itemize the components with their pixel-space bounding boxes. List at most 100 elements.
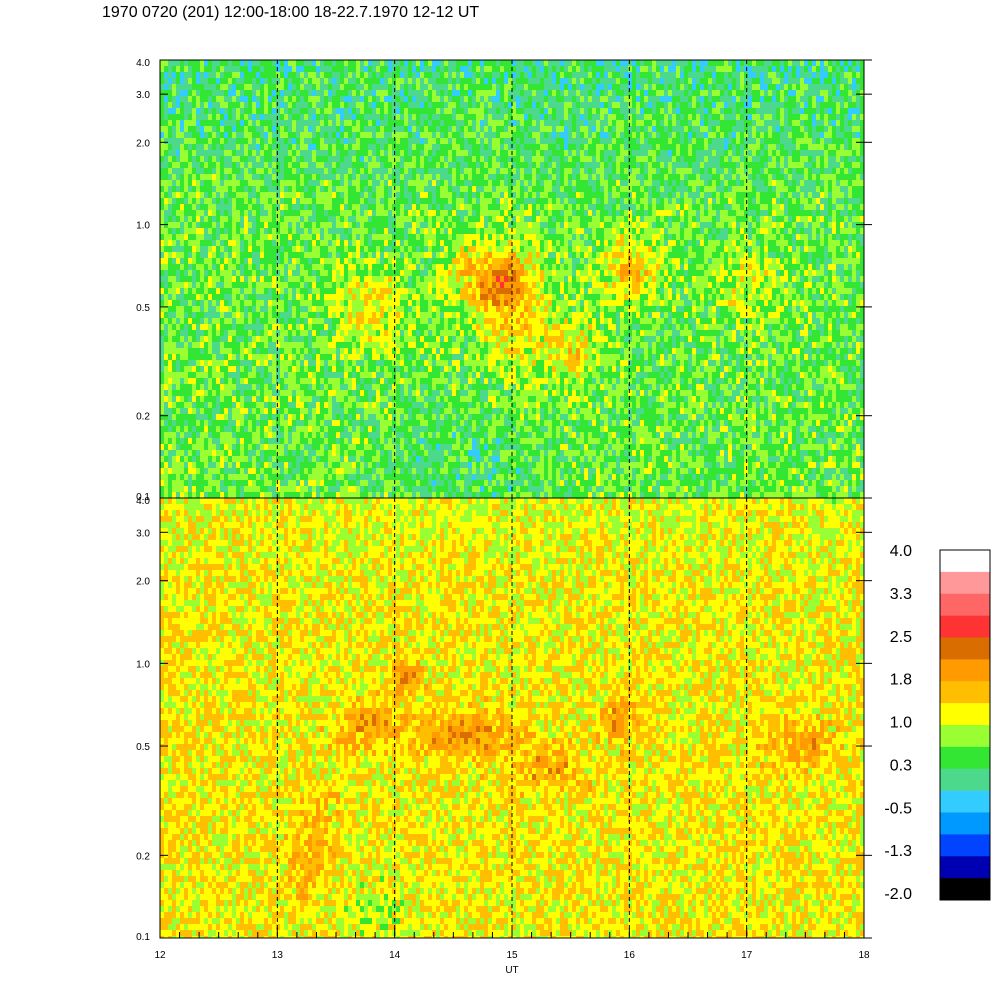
- heatmap-cell: [356, 222, 361, 229]
- heatmap-cell: [404, 420, 409, 427]
- heatmap-cell: [364, 96, 369, 103]
- heatmap-cell: [388, 384, 393, 391]
- heatmap-cell: [284, 306, 289, 313]
- heatmap-cell: [216, 162, 221, 169]
- heatmap-cell: [216, 426, 221, 433]
- heatmap-cell: [276, 456, 281, 463]
- heatmap-cell: [232, 210, 237, 217]
- heatmap-cell: [344, 300, 349, 307]
- heatmap-cell: [364, 186, 369, 193]
- heatmap-cell: [264, 294, 269, 301]
- heatmap-cell: [392, 174, 397, 181]
- heatmap-cell: [208, 474, 213, 481]
- heatmap-cell: [248, 216, 253, 223]
- heatmap-cell: [300, 102, 305, 109]
- heatmap-cell: [236, 240, 241, 247]
- heatmap-cell: [400, 126, 405, 133]
- heatmap-cell: [168, 216, 173, 223]
- heatmap-cell: [296, 408, 301, 415]
- heatmap-cell: [344, 192, 349, 199]
- heatmap-cell: [284, 294, 289, 301]
- heatmap-cell: [336, 150, 341, 157]
- heatmap-cell: [272, 174, 277, 181]
- heatmap-cell: [428, 414, 433, 421]
- heatmap-cell: [424, 138, 429, 145]
- heatmap-cell: [384, 192, 389, 199]
- heatmap-cell: [328, 72, 333, 79]
- heatmap-cell: [240, 372, 245, 379]
- heatmap-cell: [324, 222, 329, 229]
- heatmap-cell: [196, 156, 201, 163]
- heatmap-cell: [360, 468, 365, 475]
- heatmap-cell: [348, 216, 353, 223]
- heatmap-cell: [164, 468, 169, 475]
- heatmap-cell: [204, 204, 209, 211]
- heatmap-cell: [376, 396, 381, 403]
- heatmap-cell: [384, 132, 389, 139]
- heatmap-cell: [376, 168, 381, 175]
- heatmap-cell: [332, 90, 337, 97]
- heatmap-cell: [192, 318, 197, 325]
- heatmap-cell: [324, 462, 329, 469]
- heatmap-cell: [264, 78, 269, 85]
- heatmap-cell: [356, 234, 361, 241]
- heatmap-cell: [396, 276, 401, 283]
- heatmap-cell: [188, 252, 193, 259]
- heatmap-cell: [216, 168, 221, 175]
- heatmap-cell: [248, 102, 253, 109]
- heatmap-cell: [192, 420, 197, 427]
- heatmap-cell: [208, 246, 213, 253]
- heatmap-cell: [244, 402, 249, 409]
- heatmap-cell: [308, 444, 313, 451]
- heatmap-cell: [324, 180, 329, 187]
- heatmap-cell: [252, 240, 257, 247]
- heatmap-cell: [232, 222, 237, 229]
- heatmap-cell: [244, 294, 249, 301]
- heatmap-cell: [424, 492, 429, 499]
- heatmap-cell: [420, 114, 425, 121]
- heatmap-cell: [240, 210, 245, 217]
- heatmap-cell: [224, 264, 229, 271]
- heatmap-cell: [224, 438, 229, 445]
- heatmap-cell: [216, 198, 221, 205]
- heatmap-cell: [264, 336, 269, 343]
- heatmap-cell: [188, 204, 193, 211]
- heatmap-cell: [328, 192, 333, 199]
- heatmap-cell: [196, 450, 201, 457]
- heatmap-cell: [396, 312, 401, 319]
- heatmap-cell: [400, 294, 405, 301]
- heatmap-cell: [284, 360, 289, 367]
- heatmap-cell: [332, 120, 337, 127]
- heatmap-cell: [160, 60, 165, 67]
- heatmap-cell: [304, 474, 309, 481]
- heatmap-cell: [304, 138, 309, 145]
- heatmap-cell: [256, 384, 261, 391]
- heatmap-cell: [296, 348, 301, 355]
- heatmap-cell: [188, 216, 193, 223]
- heatmap-cell: [412, 198, 417, 205]
- heatmap-cell: [264, 240, 269, 247]
- heatmap-cell: [236, 420, 241, 427]
- heatmap-cell: [412, 336, 417, 343]
- heatmap-cell: [424, 240, 429, 247]
- heatmap-cell: [368, 72, 373, 79]
- heatmap-cell: [280, 378, 285, 385]
- heatmap-cell: [280, 432, 285, 439]
- heatmap-cell: [224, 210, 229, 217]
- heatmap-cell: [308, 372, 313, 379]
- heatmap-cell: [264, 174, 269, 181]
- heatmap-cell: [228, 342, 233, 349]
- heatmap-cell: [420, 480, 425, 487]
- heatmap-cell: [284, 234, 289, 241]
- heatmap-cell: [188, 468, 193, 475]
- heatmap-cell: [288, 354, 293, 361]
- heatmap-cell: [252, 318, 257, 325]
- heatmap-cell: [376, 390, 381, 397]
- heatmap-cell: [196, 318, 201, 325]
- heatmap-cell: [244, 66, 249, 73]
- heatmap-cell: [208, 174, 213, 181]
- heatmap-cell: [288, 456, 293, 463]
- heatmap-cell: [256, 90, 261, 97]
- heatmap-cell: [320, 294, 325, 301]
- heatmap-cell: [396, 264, 401, 271]
